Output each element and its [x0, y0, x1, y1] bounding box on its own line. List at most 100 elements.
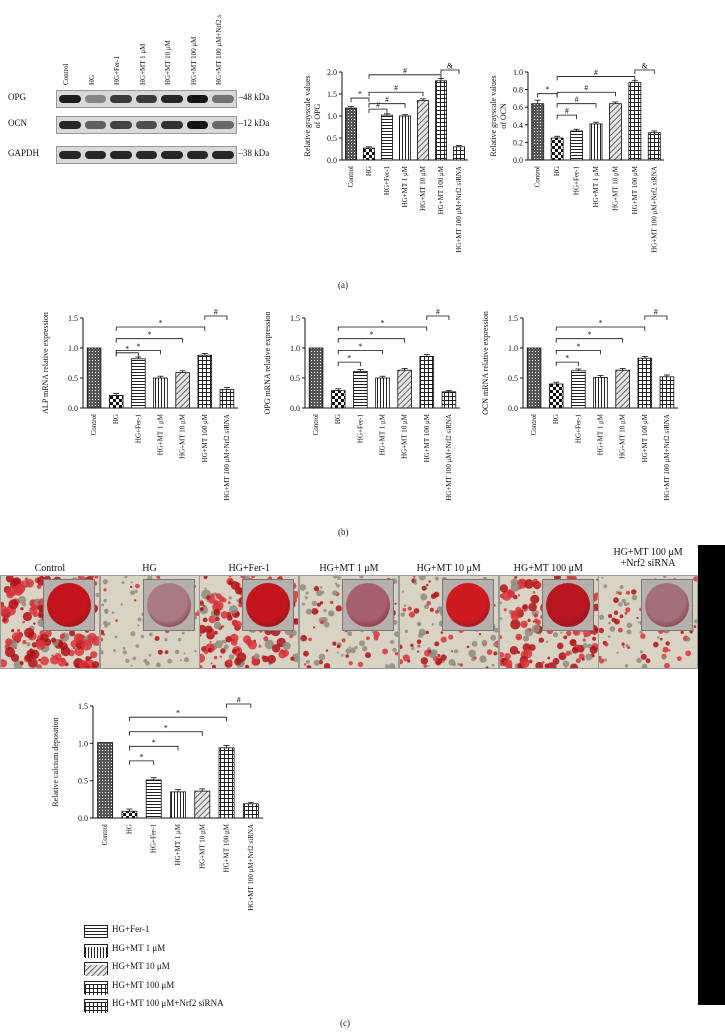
ars-speck: [591, 636, 596, 641]
y-tick-label: 1.0: [78, 739, 88, 748]
ars-speck: [228, 601, 232, 605]
ars-speck: [362, 646, 368, 652]
ars-speck: [538, 632, 541, 635]
ars-speck: [486, 649, 493, 655]
ars-speck: [528, 659, 532, 664]
ars-speck: [300, 584, 307, 591]
ars-speck: [215, 640, 224, 649]
ars-speck: [245, 664, 250, 668]
y-tick-label: 0.0: [513, 156, 523, 165]
ars-speck: [348, 646, 351, 649]
bar: [441, 391, 457, 409]
ars-speck: [434, 641, 440, 647]
ars-speck: [426, 601, 431, 606]
significance-bracket: [204, 315, 228, 320]
y-tick-label: 1.0: [508, 344, 518, 353]
ars-speck: [493, 627, 498, 633]
ars-speck: [332, 590, 338, 596]
x-tick-label: HG+MT 10 μM: [198, 823, 206, 869]
significance-bracket: [556, 103, 597, 108]
ars-speck: [349, 647, 356, 654]
y-tick-label: 0.5: [508, 374, 518, 383]
ars-speck: [130, 581, 133, 584]
ars-label: HG+MT 1 μM: [319, 563, 379, 574]
ars-speck: [25, 654, 32, 661]
ars-speck: [6, 590, 15, 599]
ars-speck: [447, 634, 453, 640]
significance-bracket: [115, 338, 184, 343]
ars-speck: [407, 606, 412, 611]
ars-speck: [316, 589, 323, 597]
bar: [589, 123, 603, 161]
x-tick-label: HG+MT 100 μM+Nrf2 siRNA: [455, 166, 463, 253]
ars-micrograph: [199, 575, 300, 669]
significance-symbol: #: [594, 68, 598, 77]
ars-speck: [90, 651, 98, 659]
ars-speck: [420, 657, 428, 665]
ars-speck: [533, 613, 538, 618]
ars-speck: [2, 617, 7, 622]
ars-speck: [102, 620, 107, 625]
ars-speck: [114, 619, 118, 622]
significance-bracket: [129, 716, 227, 722]
ars-speck: [599, 614, 605, 620]
significance-symbol: #: [237, 696, 241, 705]
significance-bracket: [555, 350, 601, 355]
blot-band: [110, 151, 132, 159]
legend-swatch: [84, 925, 108, 939]
ars-speck: [200, 664, 203, 668]
blot-lane-label: HG+MT 100 μM: [189, 36, 198, 85]
bar: [108, 395, 124, 409]
ars-speck: [137, 617, 142, 622]
ars-speck: [328, 610, 335, 617]
ars-speck: [693, 625, 697, 628]
ars-speck: [660, 637, 663, 641]
bar: [375, 377, 390, 409]
ars-speck: [179, 659, 182, 662]
significance-symbol: *: [369, 330, 373, 339]
significance-symbol: *: [347, 354, 351, 363]
ars-speck: [229, 654, 235, 660]
ars-speck: [499, 584, 508, 593]
y-tick-label: 0.5: [78, 777, 88, 786]
ars-dish: [47, 583, 91, 627]
significance-bracket: [440, 69, 460, 74]
ars-speck: [491, 663, 495, 667]
ars-speck: [499, 652, 504, 658]
ars-speck: [394, 602, 397, 605]
ars-speck: [234, 657, 242, 666]
significance-symbol: #: [376, 101, 380, 110]
bar: [593, 377, 608, 409]
ars-micrograph: [598, 575, 699, 669]
ars-speck: [229, 576, 232, 578]
x-tick-label: HG: [334, 414, 342, 424]
ars-speck: [522, 648, 532, 659]
ars-speck: [402, 612, 405, 615]
ars-speck: [228, 596, 233, 600]
x-tick-label: HG+Fer-1: [574, 414, 582, 444]
ars-speck: [336, 651, 339, 654]
ars-label: HG: [142, 563, 157, 574]
ars-speck: [499, 617, 502, 620]
ars-speck: [641, 663, 648, 668]
ars-speck: [13, 586, 24, 596]
ars-speck: [319, 586, 323, 589]
significance-symbol: #: [403, 66, 407, 75]
ars-speck: [311, 600, 318, 607]
ars-speck: [200, 600, 205, 606]
ars-speck: [663, 576, 667, 578]
legend-pattern: [85, 965, 107, 976]
ars-speck: [227, 659, 233, 665]
ars-speck: [40, 656, 49, 666]
y-tick-label: 1.5: [508, 314, 518, 323]
ars-speck: [517, 594, 520, 597]
ars-speck: [552, 657, 559, 665]
ars-speck: [694, 619, 698, 624]
bar: [381, 114, 393, 161]
ars-speck: [209, 640, 213, 643]
ars-speck: [662, 655, 667, 660]
ars-speck: [267, 654, 277, 664]
ars-speck: [434, 576, 439, 581]
ars-speck: [421, 585, 427, 591]
y-tick-label: 0.5: [290, 374, 300, 383]
